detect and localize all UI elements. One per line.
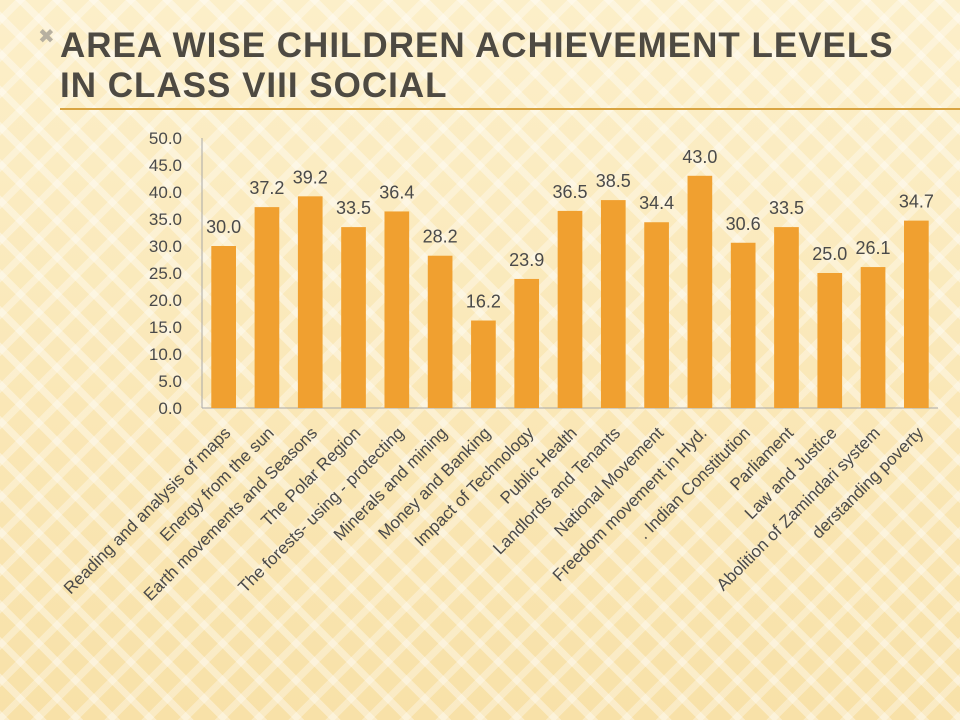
bar <box>817 273 843 408</box>
data-label: 34.7 <box>899 192 934 212</box>
y-tick-label: 25.0 <box>149 264 182 283</box>
data-label: 26.1 <box>856 238 891 258</box>
bar <box>687 175 713 408</box>
data-label: 25.0 <box>812 244 847 264</box>
data-label: 36.5 <box>552 182 587 202</box>
data-label: 16.2 <box>466 292 501 312</box>
data-labels: 30.0 37.2 39.2 33.5 36.4 28.2 16.2 23.9 36.5 38.5… <box>206 147 934 312</box>
y-tick-label: 35.0 <box>149 210 182 229</box>
bar <box>384 211 410 408</box>
y-tick-label: 15.0 <box>149 318 182 337</box>
y-tick-label: 5.0 <box>158 372 182 391</box>
y-tick-label: 50.0 <box>149 129 182 148</box>
bar <box>774 227 799 408</box>
bar <box>254 207 280 408</box>
bar <box>471 320 496 408</box>
bar <box>860 267 886 408</box>
bar <box>600 200 626 408</box>
y-tick-label: 45.0 <box>149 156 182 175</box>
bar <box>211 246 236 408</box>
bar <box>557 210 583 408</box>
y-tick-label: 30.0 <box>149 237 182 256</box>
data-label: 39.2 <box>293 167 328 187</box>
bar <box>341 227 366 408</box>
x-bullet-icon: ✖ <box>38 24 55 48</box>
data-label: 33.5 <box>769 198 804 218</box>
bar <box>427 255 453 408</box>
data-label: 28.2 <box>423 227 458 247</box>
bar <box>297 196 323 408</box>
data-label: 30.6 <box>726 214 761 234</box>
bar <box>904 220 929 408</box>
x-tick-label: Earth movements and Seasons <box>140 423 321 604</box>
y-tick-label: 10.0 <box>149 345 182 364</box>
data-label: 43.0 <box>682 147 717 167</box>
bar <box>644 222 669 408</box>
x-tick-label: Reading and analysis of maps <box>60 423 234 597</box>
y-axis: 0.0 5.0 10.0 15.0 20.0 25.0 30.0 35.0 40.0 45.0 50… <box>149 129 938 418</box>
y-tick-label: 20.0 <box>149 291 182 310</box>
data-label: 34.4 <box>639 193 674 213</box>
slide-title: Area wise children achievement levels in… <box>60 26 894 105</box>
data-label: 38.5 <box>596 171 631 191</box>
y-tick-label: 0.0 <box>158 399 182 418</box>
bar <box>514 278 540 408</box>
data-label: 36.4 <box>379 182 414 202</box>
data-label: 23.9 <box>509 250 544 270</box>
bars <box>211 175 929 408</box>
data-label: 37.2 <box>249 178 284 198</box>
data-label: 33.5 <box>336 198 371 218</box>
data-label: 30.0 <box>206 217 241 237</box>
title-divider <box>60 108 960 110</box>
y-tick-label: 40.0 <box>149 183 182 202</box>
bar <box>730 242 756 408</box>
